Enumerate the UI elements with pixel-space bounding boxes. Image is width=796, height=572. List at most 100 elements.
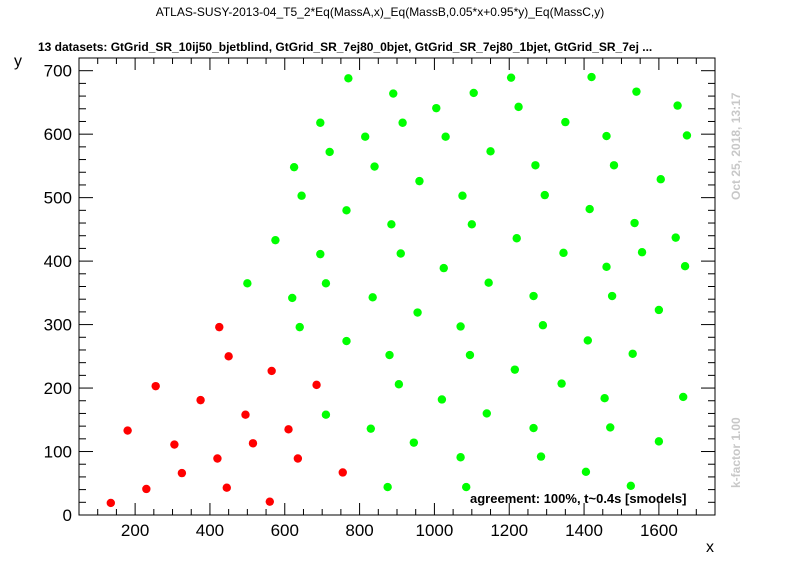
x-tick-label: 1200	[490, 521, 528, 540]
allowed-point	[316, 118, 325, 127]
excluded-point	[123, 426, 132, 435]
excluded-point	[265, 497, 274, 506]
allowed-point	[561, 117, 570, 127]
allowed-point	[413, 308, 422, 317]
allowed-point	[415, 176, 424, 186]
allowed-point	[396, 249, 405, 258]
excluded-point	[213, 454, 222, 463]
allowed-point	[557, 379, 566, 388]
allowed-point	[538, 321, 548, 330]
allowed-point	[600, 394, 609, 403]
allowed-point	[243, 279, 252, 288]
allowed-point	[506, 73, 516, 82]
excluded-point	[151, 381, 160, 391]
x-tick-label: 1000	[415, 521, 453, 540]
allowed-point	[531, 161, 540, 170]
allowed-point	[484, 278, 493, 287]
allowed-point	[394, 380, 404, 389]
allowed-point	[540, 190, 549, 200]
allowed-point	[536, 452, 546, 461]
excluded-point	[241, 410, 250, 419]
excluded-point	[222, 483, 231, 492]
allowed-point	[437, 395, 447, 404]
allowed-point	[325, 147, 334, 157]
allowed-point	[482, 409, 491, 418]
allowed-point	[321, 279, 331, 288]
chart-subtitle: 13 datasets: GtGrid_SR_10ij50_bjetblind,…	[38, 40, 652, 54]
allowed-point	[632, 87, 641, 96]
allowed-point	[682, 131, 692, 140]
excluded-point	[293, 454, 303, 463]
allowed-point	[587, 72, 596, 82]
allowed-point	[344, 74, 353, 83]
excluded-point	[177, 468, 187, 478]
x-tick-label: 600	[271, 521, 299, 540]
excluded-point	[170, 440, 179, 449]
allowed-point	[458, 191, 467, 200]
y-tick-label: 700	[44, 62, 72, 81]
allowed-point	[679, 392, 688, 402]
allowed-point	[297, 191, 306, 200]
allowed-point	[361, 132, 370, 141]
x-tick-label: 1600	[640, 521, 678, 540]
x-axis-label: x	[706, 539, 714, 556]
allowed-point	[581, 467, 591, 477]
allowed-point	[626, 481, 636, 491]
excluded-point	[196, 395, 205, 405]
allowed-point	[321, 410, 331, 419]
allowed-point	[366, 424, 376, 433]
allowed-point	[469, 88, 478, 98]
y-tick-label: 100	[44, 443, 72, 462]
plot-frame	[78, 57, 716, 516]
allowed-point	[288, 293, 297, 303]
allowed-point	[585, 204, 594, 214]
allowed-point	[637, 248, 647, 257]
excluded-point	[312, 380, 321, 390]
y-tick-label: 500	[44, 189, 72, 208]
kfactor-label: k-factor 1.00	[729, 417, 743, 488]
allowed-point	[316, 249, 325, 259]
y-tick-label: 0	[63, 506, 72, 525]
allowed-point	[656, 175, 665, 184]
allowed-point	[383, 482, 392, 492]
y-tick-label: 200	[44, 379, 72, 398]
allowed-point	[441, 132, 450, 141]
allowed-point	[529, 291, 538, 301]
allowed-point	[529, 423, 538, 433]
excluded-point	[106, 498, 116, 508]
allowed-point	[673, 101, 682, 110]
allowed-point	[510, 365, 520, 374]
excluded-point	[142, 484, 151, 494]
allowed-point	[389, 89, 398, 98]
allowed-point	[606, 423, 615, 432]
allowed-point	[654, 305, 664, 315]
excluded-point	[267, 366, 276, 376]
timestamp-label: Oct 25, 2018, 13:17	[729, 92, 743, 200]
excluded-point	[338, 468, 347, 477]
allowed-point	[514, 102, 523, 112]
allowed-point	[398, 118, 407, 127]
x-tick-label: 1400	[565, 521, 603, 540]
y-tick-label: 300	[44, 316, 72, 335]
tick-labels: 200 400 600 800 1000 1200 1400 1600 0 100 200 300 40…	[44, 62, 678, 540]
allowed-point	[671, 233, 680, 242]
x-tick-label: 200	[121, 521, 149, 540]
agreement-annotation: agreement: 100%, t~0.4s [smodels]	[470, 491, 686, 506]
allowed-point	[271, 235, 280, 245]
allowed-point	[607, 291, 617, 301]
allowed-point	[462, 482, 471, 492]
allowed-point	[559, 248, 568, 258]
chart-title: ATLAS-SUSY-2013-04_T5_2*Eq(MassA,x)_Eq(M…	[156, 5, 605, 19]
allowed-point	[368, 293, 377, 302]
y-tick-label: 600	[44, 125, 72, 144]
allowed-point	[439, 263, 448, 273]
allowed-point	[486, 147, 495, 156]
allowed-point	[409, 438, 419, 447]
allowed-point	[602, 131, 611, 141]
allowed-point	[583, 336, 592, 345]
y-axis-label: y	[14, 53, 22, 70]
allowed-point	[432, 103, 441, 113]
allowed-point	[456, 322, 465, 331]
allowed-point	[387, 220, 396, 229]
